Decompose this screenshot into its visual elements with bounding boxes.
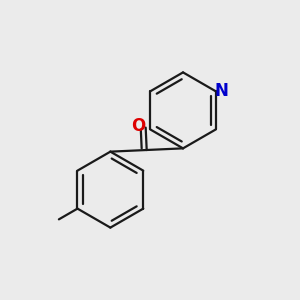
Text: O: O — [131, 117, 146, 135]
Text: N: N — [215, 82, 229, 100]
